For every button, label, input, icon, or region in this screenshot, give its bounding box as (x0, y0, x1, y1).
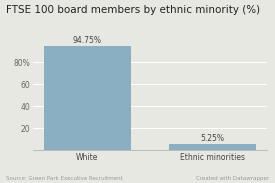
Text: 5.25%: 5.25% (200, 134, 224, 143)
Bar (169, 144, 256, 150)
Text: Created with Datawrapper: Created with Datawrapper (196, 176, 270, 181)
Text: Source: Green Park Executive Recruitment: Source: Green Park Executive Recruitment (6, 176, 122, 181)
Bar (44, 46, 131, 150)
Text: FTSE 100 board members by ethnic minority (%): FTSE 100 board members by ethnic minorit… (6, 5, 260, 16)
Text: 94.75%: 94.75% (73, 36, 102, 45)
